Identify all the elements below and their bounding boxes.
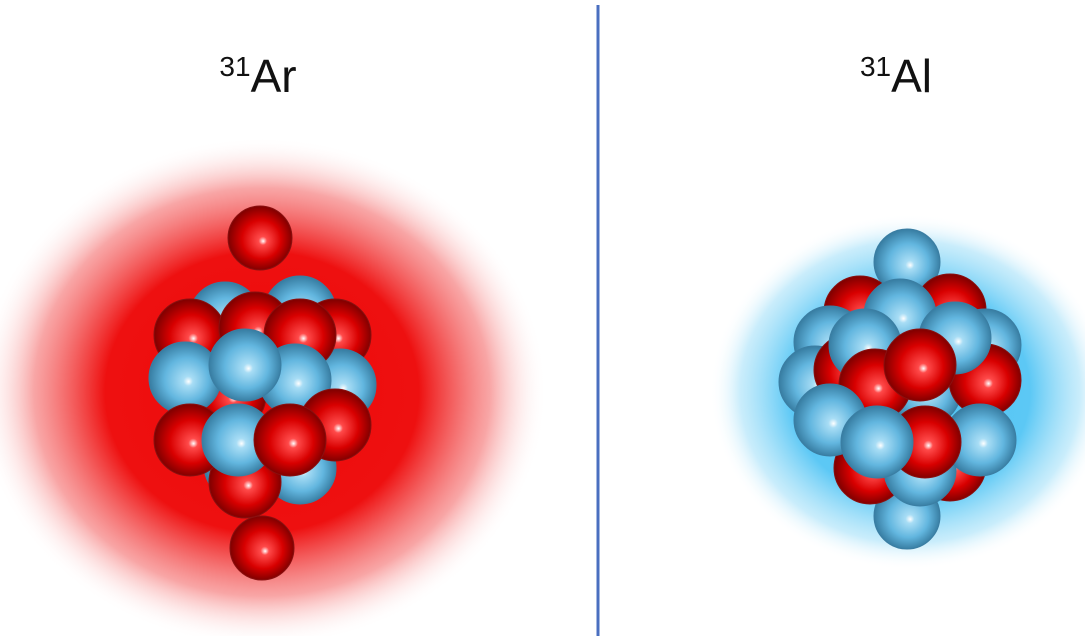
mass-number: 31 xyxy=(219,51,250,82)
nuclei-diagram: 31Ar 31Al xyxy=(0,0,1085,636)
argon-nucleus xyxy=(0,137,547,636)
mass-number: 31 xyxy=(860,51,891,82)
page: {"panels": [{"mass_number": "31", "symbo… xyxy=(0,0,1085,636)
element-symbol: Ar xyxy=(251,50,297,102)
aluminium-nucleus xyxy=(710,214,1085,570)
neutron xyxy=(149,342,221,414)
nucleus-label: 31Al xyxy=(860,50,932,102)
element-symbol: Al xyxy=(891,50,932,102)
neutron xyxy=(841,406,913,478)
proton xyxy=(254,404,326,476)
neutron xyxy=(209,329,281,401)
proton xyxy=(884,329,956,401)
proton xyxy=(230,516,294,580)
proton xyxy=(228,206,292,270)
nucleus-label: 31Ar xyxy=(219,50,296,102)
